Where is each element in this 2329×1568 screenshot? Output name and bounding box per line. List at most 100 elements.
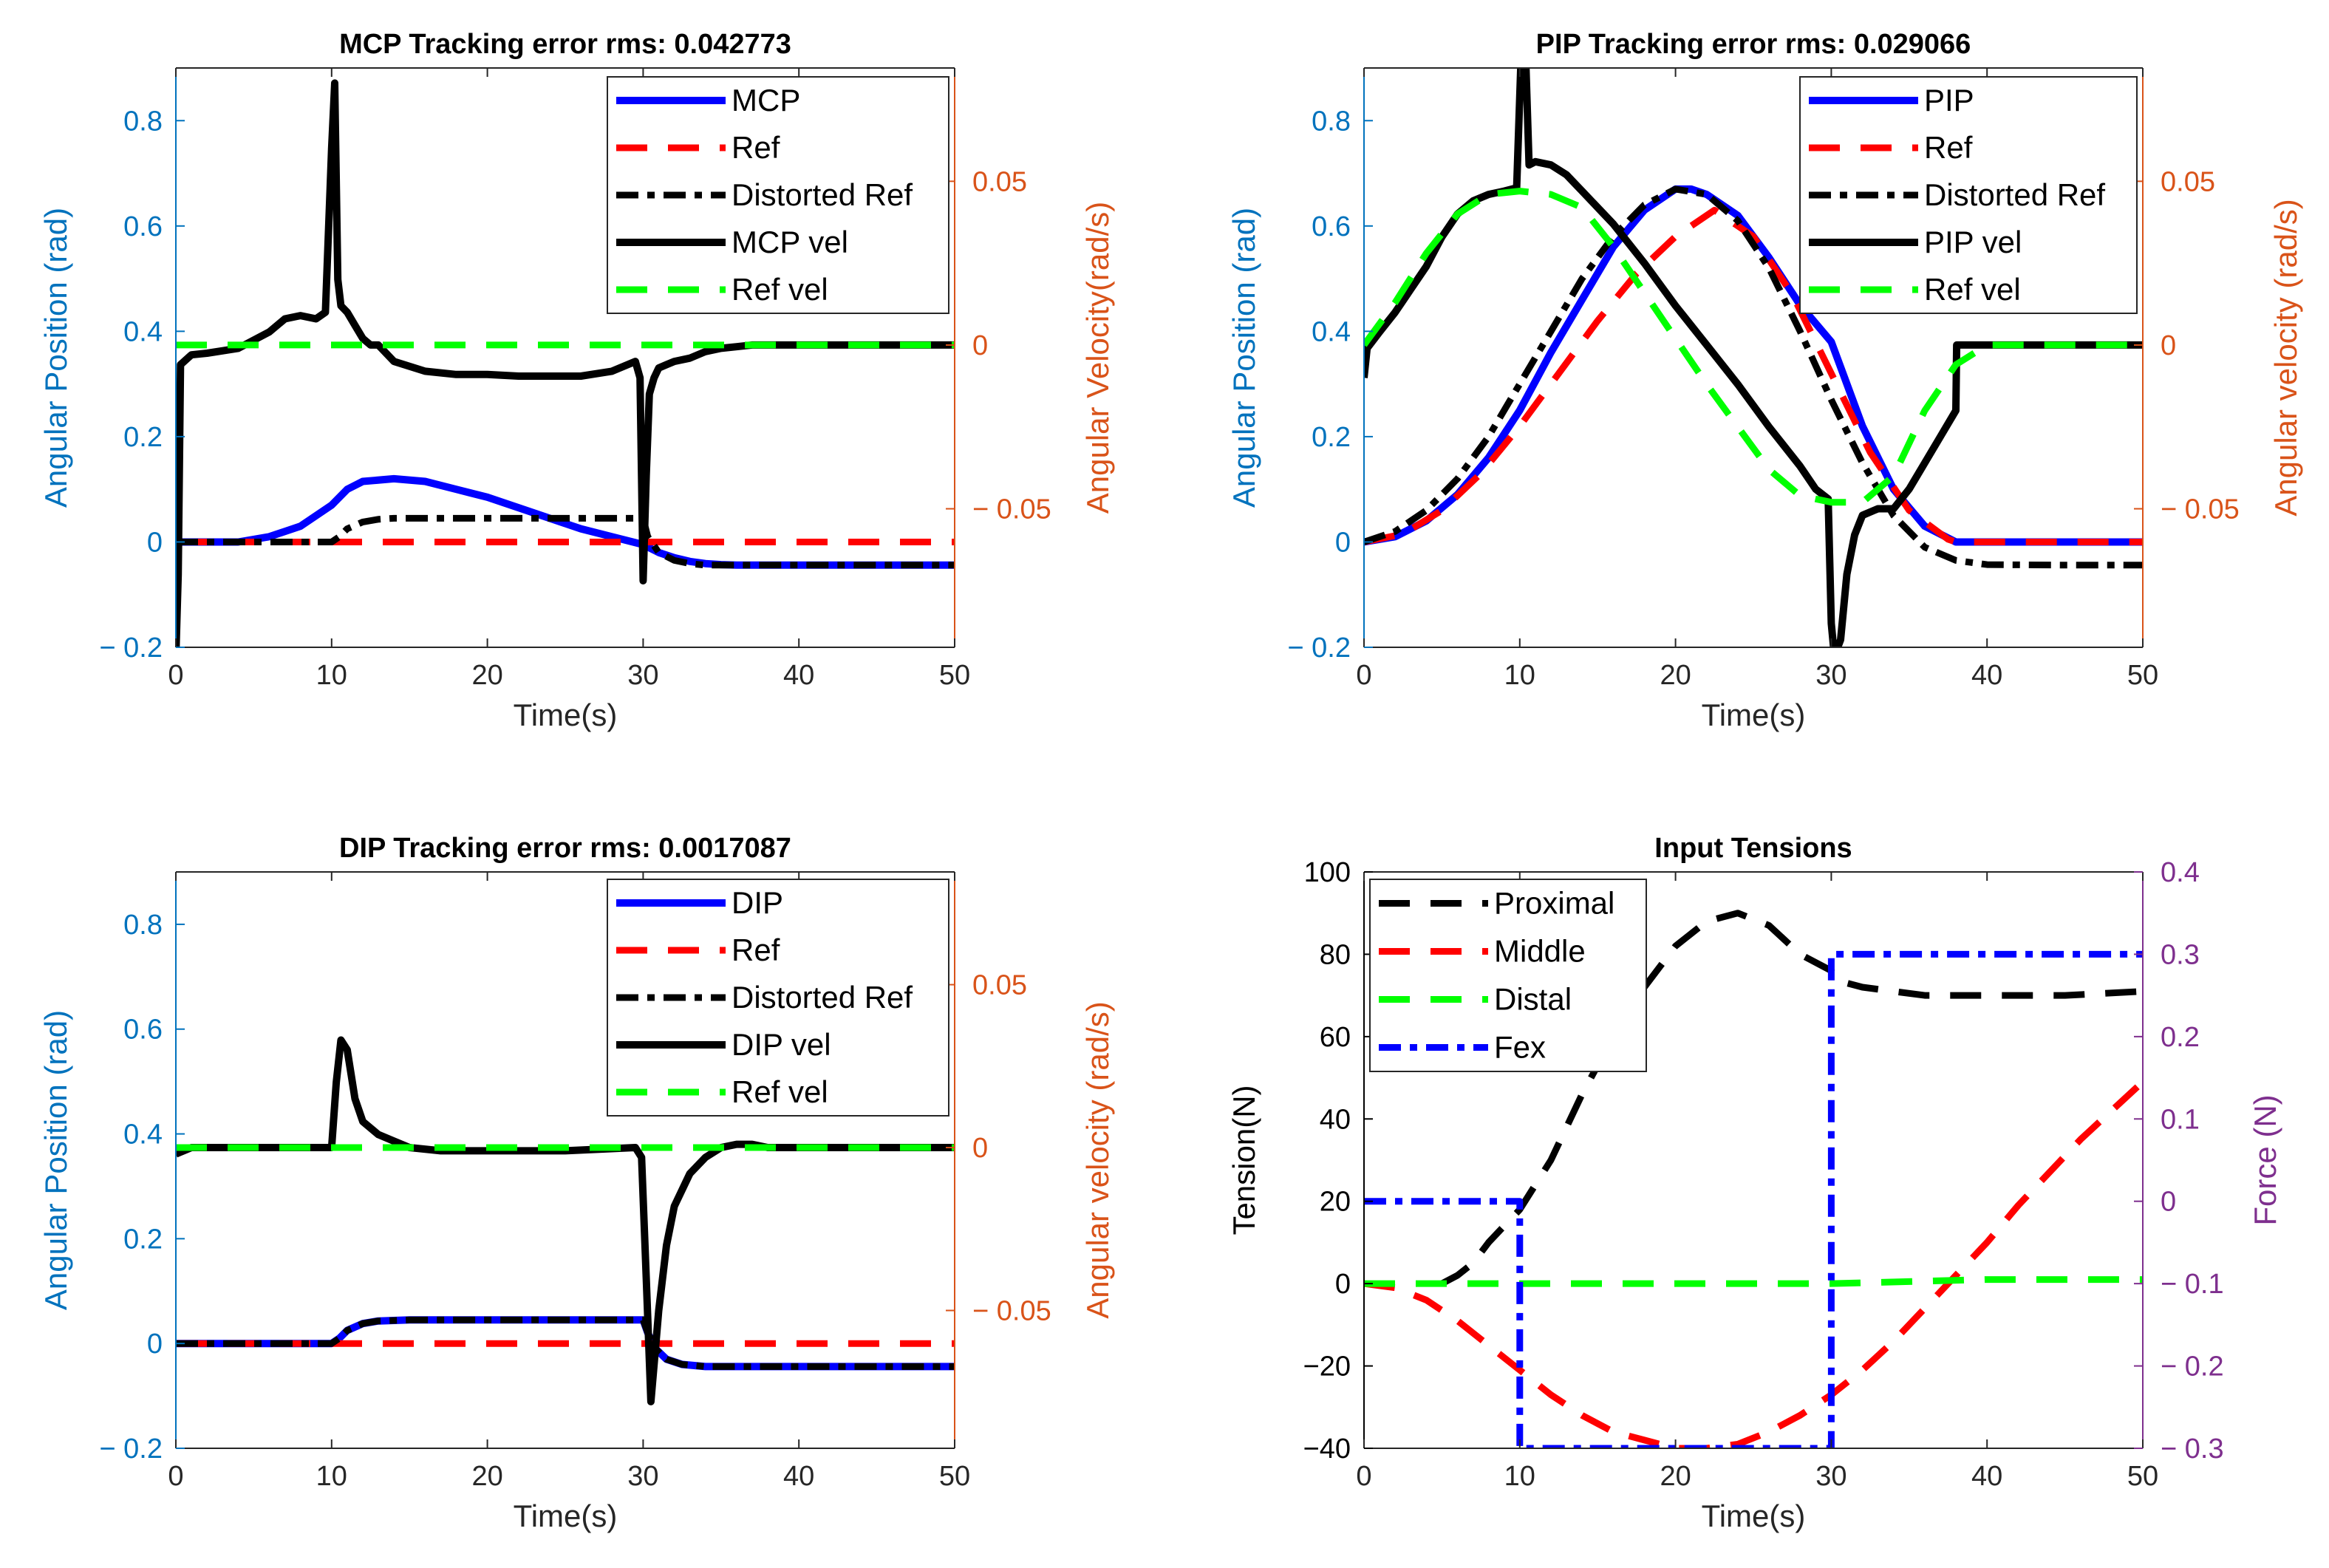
y-tick-label: 0.6 — [123, 211, 163, 242]
y-tick-label: 0.4 — [1312, 316, 1351, 347]
y-tick-label: 0.8 — [123, 106, 163, 137]
legend-label: Distorted Ref — [732, 177, 913, 212]
series-line-proximal — [1440, 910, 2143, 1287]
legend-label: Ref — [732, 130, 780, 165]
chart-title: MCP Tracking error rms: 0.042773 — [339, 29, 791, 60]
y-right-axis-label: Angular velocity (rad/s) — [1080, 1001, 1115, 1319]
y-tick-label: 0.2 — [123, 422, 163, 453]
y-right-tick-label: − 0.05 — [972, 494, 1051, 525]
legend-label: Ref — [732, 933, 780, 967]
x-tick-label: 20 — [471, 660, 502, 691]
series-line-mcp-vel — [176, 79, 955, 647]
y-tick-label: 0 — [147, 527, 163, 558]
legend: DIP Ref Distorted Ref DIP vel Ref vel — [607, 879, 949, 1117]
y-tick-label: 0.4 — [123, 316, 163, 347]
chart-title: PIP Tracking error rms: 0.029066 — [1536, 29, 1971, 60]
y-tick-label: 0.6 — [1312, 211, 1351, 242]
y-tick-label: 0.8 — [123, 910, 163, 941]
legend: PIP Ref Distorted Ref PIP vel Ref vel — [1799, 76, 2138, 314]
x-axis-label: Time(s) — [514, 1499, 618, 1533]
legend-label: Middle — [1494, 934, 1586, 969]
y-right-tick-label: − 0.3 — [2161, 1434, 2224, 1465]
series-line-distorted-ref — [176, 514, 955, 569]
x-tick-label: 20 — [1660, 1461, 1691, 1492]
legend-label: Ref — [1924, 130, 1973, 165]
series-line-distorted-ref — [1364, 185, 2143, 569]
y-tick-label: 0.4 — [123, 1119, 163, 1151]
x-tick-label: 30 — [1815, 1461, 1847, 1492]
legend-label: DIP vel — [732, 1027, 831, 1062]
y-right-tick-label: 0.05 — [972, 970, 1027, 1001]
legend-label: Ref vel — [1924, 272, 2021, 307]
y-tick-label: 0 — [1335, 527, 1351, 558]
x-axis-label: Time(s) — [514, 698, 618, 732]
y-right-axis-label: Angular Velocity(rad/s) — [1080, 202, 1115, 514]
x-tick-label: 20 — [471, 1461, 502, 1492]
legend-label: DIP — [732, 885, 783, 920]
series-line-middle — [1364, 1079, 2143, 1448]
y-right-tick-label: 0 — [2161, 330, 2176, 361]
y-axis-label: Angular Position (rad) — [38, 208, 73, 508]
y-right-tick-label: 0 — [2161, 1187, 2176, 1218]
y-tick-label: 0.2 — [1312, 422, 1351, 453]
y-tick-label: 20 — [1320, 1187, 1351, 1218]
series-group — [1364, 68, 2143, 647]
x-tick-label: 50 — [939, 1461, 970, 1492]
x-tick-label: 20 — [1660, 660, 1691, 691]
x-tick-label: 10 — [316, 660, 347, 691]
legend-box — [1369, 879, 1647, 1072]
x-tick-label: 0 — [1356, 660, 1371, 691]
legend-label: Distorted Ref — [732, 980, 913, 1015]
y-right-tick-label: 0 — [972, 1133, 988, 1164]
y-tick-label: 100 — [1304, 857, 1351, 888]
y-right-tick-label: − 0.2 — [2161, 1351, 2224, 1383]
chart-title: Input Tensions — [1654, 833, 1852, 864]
y-tick-label: 0 — [1335, 1269, 1351, 1300]
y-right-tick-label: − 0.05 — [972, 1295, 1051, 1326]
series-line-fex — [1364, 950, 2143, 1448]
legend: Proximal Middle Distal Fex — [1369, 879, 1647, 1072]
y-axis-label: Tension(N) — [1227, 1085, 1261, 1235]
y-right-tick-label: 0.4 — [2161, 857, 2200, 888]
chart-1: 0 10 20 30 40 50− 0.200.20.40.60.8− 0.0500.05… — [1227, 29, 2303, 732]
legend-label: MCP — [732, 83, 800, 117]
x-axis-label: Time(s) — [1702, 698, 1806, 732]
y-right-tick-label: 0.2 — [2161, 1022, 2200, 1053]
x-tick-label: 40 — [783, 660, 814, 691]
x-tick-label: 0 — [168, 660, 183, 691]
series-line-distorted-ref — [176, 1316, 955, 1370]
legend-label: PIP vel — [1924, 225, 2022, 259]
series-line-ref-vel — [1364, 188, 2143, 506]
y-right-tick-label: 0.1 — [2161, 1104, 2200, 1135]
chart-2: 0 10 20 30 40 50− 0.200.20.40.60.8− 0.0500.05… — [38, 833, 1115, 1533]
y-tick-label: −40 — [1303, 1434, 1351, 1465]
series-group — [176, 1036, 955, 1405]
legend-label: Ref vel — [732, 272, 828, 307]
y-tick-label: 0 — [147, 1329, 163, 1360]
x-tick-label: 0 — [168, 1461, 183, 1492]
x-tick-label: 0 — [1356, 1461, 1371, 1492]
y-tick-label: − 0.2 — [99, 633, 163, 664]
legend-label: MCP vel — [732, 225, 848, 259]
y-axis-label: Angular Position (rad) — [1227, 208, 1261, 508]
y-right-tick-label: 0.05 — [2161, 166, 2215, 197]
x-tick-label: 50 — [2127, 1461, 2158, 1492]
series-line-mcp — [176, 474, 955, 569]
y-tick-label: 60 — [1320, 1022, 1351, 1053]
series-group — [1364, 910, 2143, 1448]
legend-label: Fex — [1494, 1030, 1546, 1065]
x-tick-label: 30 — [627, 660, 658, 691]
series-group — [176, 79, 955, 647]
y-right-tick-label: − 0.05 — [2161, 494, 2240, 525]
legend-label: PIP — [1924, 83, 1974, 117]
y-tick-label: 0.8 — [1312, 106, 1351, 137]
x-tick-label: 30 — [627, 1461, 658, 1492]
y-right-axis-label: Angular velocity (rad/s) — [2268, 199, 2303, 517]
y-tick-label: − 0.2 — [99, 1434, 163, 1465]
x-axis-label: Time(s) — [1702, 1499, 1806, 1533]
series-line-pip — [1364, 185, 2143, 546]
legend-label: Ref vel — [732, 1074, 828, 1109]
y-right-tick-label: 0 — [972, 330, 988, 361]
y-tick-label: 0.6 — [123, 1015, 163, 1046]
